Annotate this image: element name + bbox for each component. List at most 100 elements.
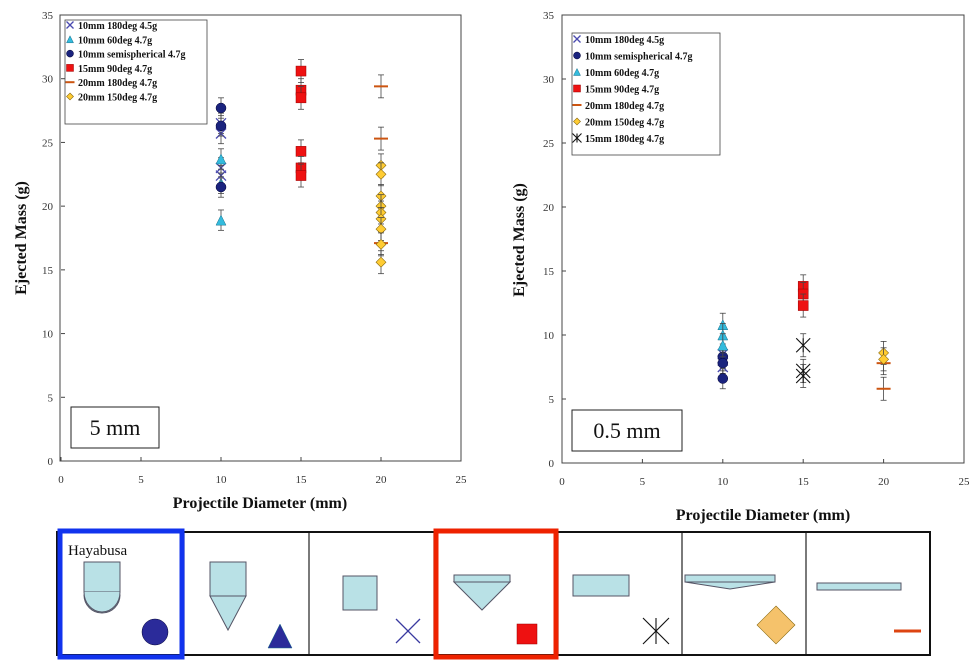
legend-marker <box>573 117 581 126</box>
y-tick-label: 15 <box>543 266 555 278</box>
data-point <box>295 170 307 181</box>
legend-box <box>64 19 208 125</box>
x-tick-label: 5 <box>138 474 144 486</box>
data-point <box>375 238 387 250</box>
x-ticks: 0 5 10 15 20 25 <box>559 459 970 488</box>
legend-marker <box>573 67 581 76</box>
shape-marker <box>395 618 421 644</box>
data-point <box>795 368 811 384</box>
x-tick-label: 5 <box>640 476 646 488</box>
projectile-nose <box>684 581 776 590</box>
legend: 10mm 180deg 4.5g 10mm semispherical 4.7g 1… <box>572 35 693 145</box>
x-tick-label: 15 <box>296 474 308 486</box>
legend-marker <box>66 92 74 101</box>
data-point <box>295 92 307 104</box>
y-tick-label: 30 <box>543 74 555 86</box>
legend-marker <box>573 84 581 93</box>
data-point <box>795 337 811 353</box>
projectile-body <box>342 575 378 611</box>
shape-marker <box>642 617 670 645</box>
shape-marker <box>267 623 293 649</box>
data-point <box>215 181 227 193</box>
projectile-body <box>816 582 902 591</box>
projectile-shapes-row: Hayabusa <box>56 528 931 660</box>
y-axis-title: Ejected Mass (g) <box>13 181 30 295</box>
highlight-frame <box>433 528 559 660</box>
shape-cell-1 <box>209 561 293 649</box>
series-2 <box>717 312 729 358</box>
legend-box <box>571 32 721 156</box>
data-point <box>717 373 729 384</box>
y-tick-label: 20 <box>543 202 555 214</box>
data-point <box>295 146 307 157</box>
x-tick-label: 15 <box>798 476 810 488</box>
legend-label: 20mm 180deg 4.7g <box>585 101 664 112</box>
shape-marker <box>516 623 538 645</box>
projectile-nose <box>209 595 247 632</box>
legend-label: 10mm 60deg 4.7g <box>585 68 659 79</box>
shape-cell-6 <box>816 582 921 633</box>
data-point <box>215 120 227 132</box>
x-tick-label: 20 <box>878 476 890 488</box>
y-tick-label: 0 <box>549 458 555 470</box>
x-tick-label: 0 <box>58 474 64 486</box>
legend-marker <box>66 64 74 72</box>
y-tick-label: 25 <box>543 138 555 150</box>
x-tick-label: 20 <box>376 474 388 486</box>
shape-cells <box>57 528 921 660</box>
annotation-box <box>70 406 160 449</box>
y-tick-label: 30 <box>42 74 54 86</box>
legend-label: 10mm semispherical 4.7g <box>78 50 186 61</box>
data-marks <box>717 274 891 401</box>
legend-label: 20mm 180deg 4.7g <box>78 78 157 89</box>
x-axis-title: Projectile Diameter (mm) <box>173 495 347 512</box>
legend-label: 20mm 150deg 4.7g <box>585 118 664 129</box>
shape-cell-4 <box>572 574 670 645</box>
data-point <box>215 102 227 114</box>
series-6 <box>795 333 811 388</box>
legend-label: 15mm 90deg 4.7g <box>585 85 659 96</box>
chart-5mm: 0 5 10 15 20 25 30 35 0 5 10 15 20 25 10mm 180deg 4.… <box>13 10 467 512</box>
y-tick-label: 35 <box>42 10 54 22</box>
y-tick-label: 5 <box>48 392 54 404</box>
legend: 10mm 180deg 4.5g 10mm 60deg 4.7g 10mm semi… <box>65 21 186 104</box>
projectile-nose <box>452 581 512 611</box>
x-tick-label: 10 <box>717 476 729 488</box>
y-ticks: 0 5 10 15 20 25 30 35 <box>543 10 566 470</box>
highlight-frame <box>57 528 185 660</box>
projectile-body <box>209 561 247 597</box>
data-point <box>215 214 227 226</box>
legend-marker <box>573 51 581 60</box>
x-tick-label: 25 <box>456 474 468 486</box>
projectile-body <box>684 574 776 583</box>
annotation-box <box>571 409 683 452</box>
legend-label: 20mm 150deg 4.7g <box>78 93 157 104</box>
legend-label: 15mm 90deg 4.7g <box>78 64 152 75</box>
data-point <box>295 65 307 77</box>
series-5 <box>878 340 890 372</box>
y-tick-label: 20 <box>42 201 54 213</box>
y-tick-label: 10 <box>543 330 555 342</box>
hayabusa-label: Hayabusa <box>68 543 127 559</box>
legend-marker <box>66 35 74 44</box>
legend-label: 10mm 60deg 4.7g <box>78 35 152 46</box>
legend-label: 15mm 180deg 4.7g <box>585 134 664 145</box>
series-3 <box>295 59 307 188</box>
y-tick-label: 10 <box>42 329 54 341</box>
y-tick-label: 5 <box>549 394 555 406</box>
x-tick-label: 25 <box>959 476 971 488</box>
annotation-label: 0.5 mm <box>593 418 660 443</box>
legend-marker <box>572 133 582 143</box>
y-ticks: 0 5 10 15 20 25 30 35 <box>42 10 65 468</box>
shape-marker <box>141 618 169 646</box>
data-point <box>375 168 387 180</box>
shape-cell-0 <box>57 528 185 660</box>
legend-marker <box>66 49 74 58</box>
shape-cell-2 <box>342 575 421 644</box>
x-tick-label: 0 <box>559 476 565 488</box>
y-tick-label: 25 <box>42 137 54 149</box>
data-point <box>878 353 890 365</box>
legend-label: 10mm 180deg 4.5g <box>585 35 664 46</box>
series-2 <box>215 97 227 198</box>
